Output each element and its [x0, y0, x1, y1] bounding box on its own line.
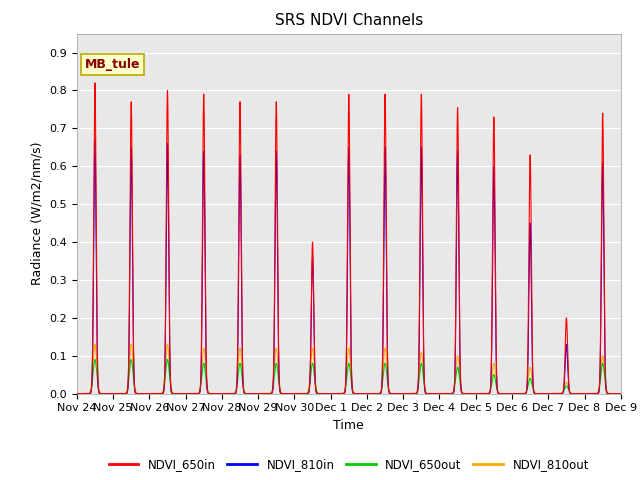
X-axis label: Time: Time: [333, 419, 364, 432]
Y-axis label: Radiance (W/m2/nm/s): Radiance (W/m2/nm/s): [31, 142, 44, 285]
Title: SRS NDVI Channels: SRS NDVI Channels: [275, 13, 423, 28]
Text: MB_tule: MB_tule: [85, 58, 140, 71]
Legend: NDVI_650in, NDVI_810in, NDVI_650out, NDVI_810out: NDVI_650in, NDVI_810in, NDVI_650out, NDV…: [104, 454, 594, 476]
